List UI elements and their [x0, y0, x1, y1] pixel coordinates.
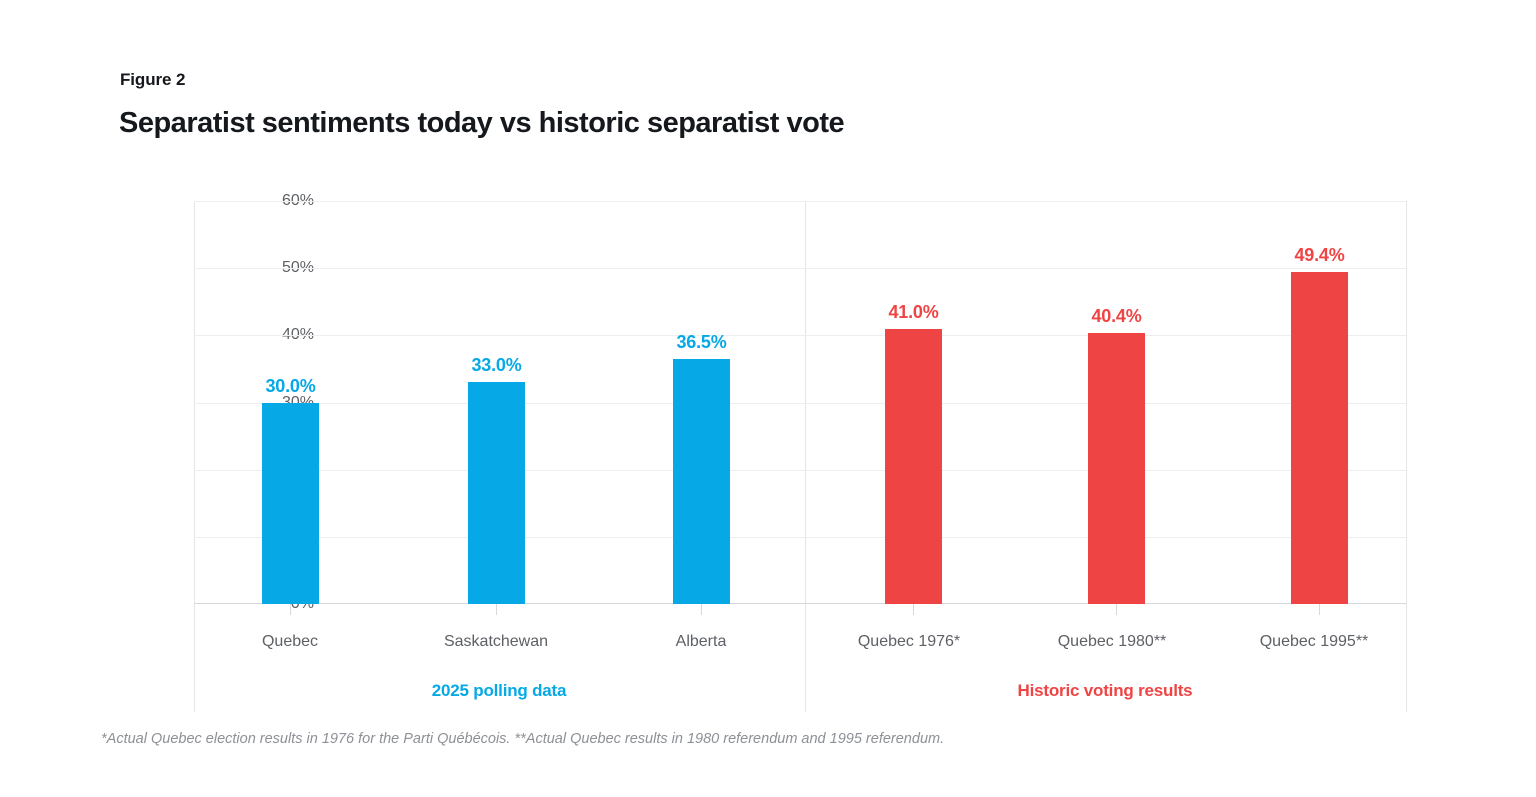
y-tick-label-60: 60% — [281, 192, 314, 209]
bar-value-quebec-1980: 40.4% — [1091, 305, 1142, 326]
y-tick-label-40: 40% — [281, 326, 314, 344]
figure-label: Figure 2 — [120, 70, 186, 89]
gridline-40 — [194, 335, 1406, 337]
x-axis-baseline — [194, 603, 1406, 604]
x-tick-quebec-1980 — [1116, 604, 1117, 615]
x-tick-saskatchewan — [496, 604, 497, 615]
x-tick-quebec — [290, 604, 291, 615]
legend-item-polling-data: 2025 polling data — [431, 681, 567, 700]
x-tick-alberta — [701, 604, 702, 615]
gridline-50 — [194, 268, 1406, 270]
bar-value-quebec: 30.0% — [265, 375, 316, 396]
gridline-20 — [194, 469, 1406, 471]
bar-value-saskatchewan: 33.0% — [471, 355, 522, 376]
category-label-quebec-1980: Quebec 1980** — [1057, 633, 1167, 650]
x-tick-quebec-1995 — [1319, 604, 1320, 615]
bar-saskatchewan[interactable] — [468, 382, 525, 604]
legend-item-historic-votes: Historic voting results — [1017, 681, 1193, 700]
category-label-quebec-1976: Quebec 1976* — [857, 633, 961, 650]
page-title: Separatist sentiments today vs historic … — [119, 107, 845, 139]
x-tick-quebec-1976 — [913, 604, 914, 615]
bar-quebec-1995[interactable] — [1291, 272, 1348, 604]
bar-quebec[interactable] — [262, 402, 319, 604]
category-label-saskatchewan: Saskatchewan — [443, 633, 549, 650]
category-label-alberta: Alberta — [675, 633, 727, 650]
gridline-60 — [194, 201, 1406, 202]
plot-left-border — [194, 201, 195, 712]
gridline-30 — [194, 402, 1406, 404]
bar-alberta[interactable] — [673, 358, 730, 604]
category-label-quebec-1995: Quebec 1995** — [1259, 633, 1369, 650]
gridline-10 — [194, 536, 1406, 538]
bar-value-quebec-1976: 41.0% — [888, 301, 939, 322]
category-label-quebec: Quebec — [261, 633, 319, 650]
bar-quebec-1976[interactable] — [885, 328, 942, 604]
bar-value-quebec-1995: 49.4% — [1294, 245, 1345, 266]
bar-value-alberta: 36.5% — [676, 331, 727, 352]
plot-right-border — [1406, 201, 1407, 712]
bar-quebec-1980[interactable] — [1088, 332, 1145, 604]
y-tick-label-50: 50% — [281, 259, 314, 277]
chart-plot-area: 30.0% 33.0% 36.5% 41.0% 40.4% 49.4% — [194, 201, 1406, 604]
group-divider-line — [805, 201, 806, 712]
chart-footnote: *Actual Quebec election results in 1976 … — [101, 731, 945, 747]
